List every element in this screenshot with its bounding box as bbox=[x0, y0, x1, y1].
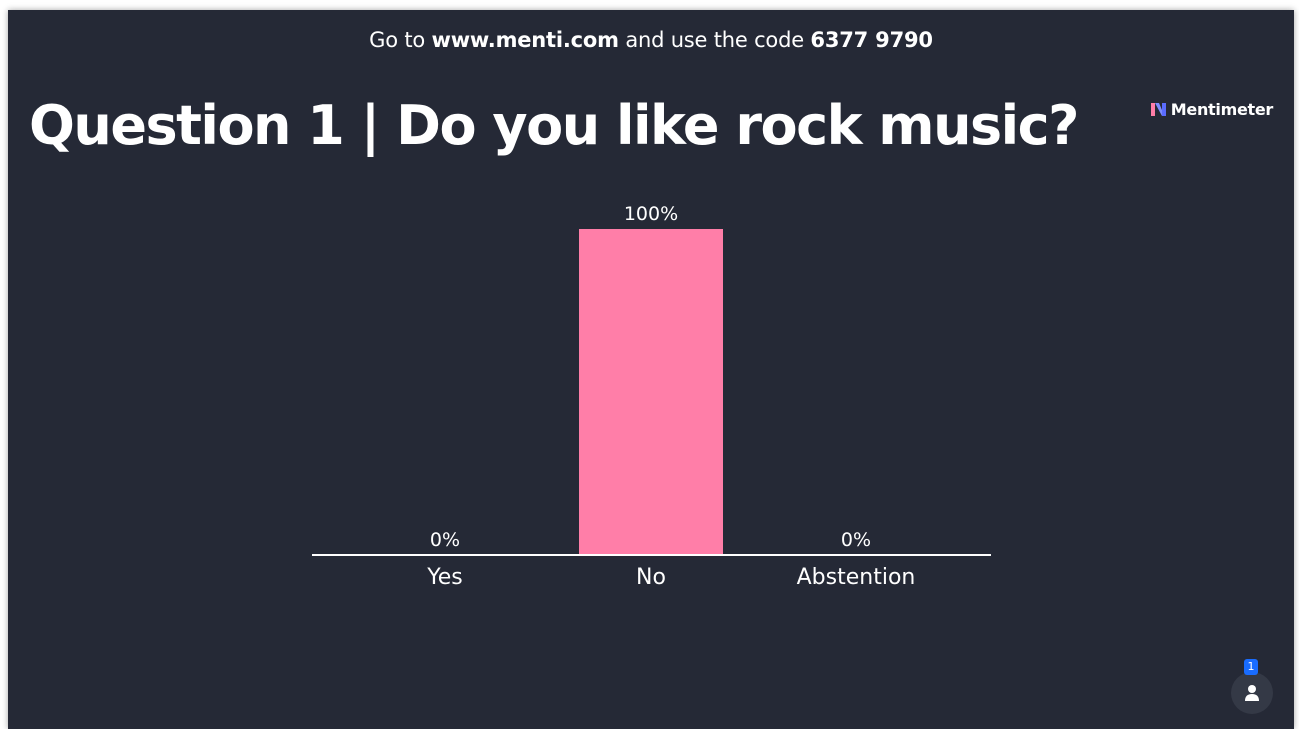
participant-counter-button[interactable] bbox=[1231, 672, 1273, 714]
value-label-no: 100% bbox=[624, 203, 678, 225]
value-label-yes: 0% bbox=[430, 529, 460, 551]
person-icon bbox=[1245, 685, 1259, 701]
category-label-yes: Yes bbox=[426, 565, 463, 590]
join-url[interactable]: www.menti.com bbox=[431, 28, 619, 52]
bar-no bbox=[579, 229, 723, 555]
results-bar-chart: 0% Yes 100% No 0% Abstention bbox=[312, 203, 991, 590]
brand-name: Mentimeter bbox=[1170, 100, 1274, 119]
question-title: Question 1 | Do you like rock music? bbox=[29, 94, 1080, 157]
participant-count-badge: 1 bbox=[1244, 659, 1258, 675]
presentation-slide: Go to www.menti.com and use the code 637… bbox=[8, 10, 1294, 729]
mentimeter-logo-icon bbox=[1150, 103, 1166, 116]
mentimeter-brand: Mentimeter bbox=[1150, 100, 1274, 119]
category-label-abstention: Abstention bbox=[797, 565, 916, 590]
join-middle: and use the code bbox=[625, 28, 804, 52]
join-prefix: Go to bbox=[369, 28, 426, 52]
join-code: 6377 9790 bbox=[810, 28, 933, 52]
join-instructions: Go to www.menti.com and use the code 637… bbox=[8, 28, 1294, 52]
value-label-abstention: 0% bbox=[841, 529, 871, 551]
category-label-no: No bbox=[636, 565, 666, 590]
